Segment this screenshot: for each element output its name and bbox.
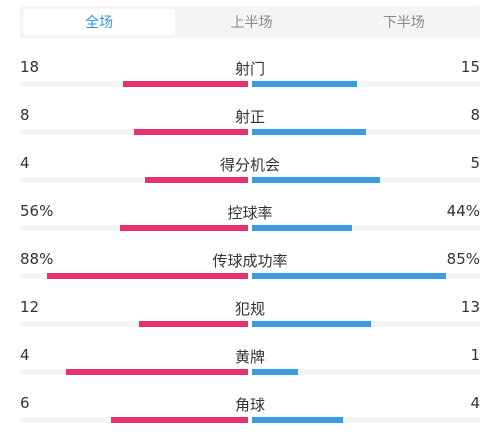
home-bar-track <box>20 225 248 231</box>
home-bar <box>134 129 248 135</box>
stat-row: 18 射门 15 <box>0 50 500 98</box>
away-value: 1 <box>470 346 480 364</box>
home-value: 8 <box>20 106 30 124</box>
stat-row: 88% 传球成功率 85% <box>0 242 500 290</box>
away-bar <box>252 369 298 375</box>
stat-label: 控球率 <box>227 204 273 222</box>
away-bar-track <box>252 177 480 183</box>
stat-row: 4 黄牌 1 <box>0 338 500 386</box>
away-value: 4 <box>470 394 480 412</box>
stats-list: 18 射门 15 8 射正 8 4 得分机会 5 56% 控球率 44% 88% 传球成功率 85% 12 犯规… <box>0 50 500 434</box>
stat-row: 12 犯规 13 <box>0 290 500 338</box>
stat-row: 4 得分机会 5 <box>0 146 500 194</box>
away-bar-track <box>252 225 480 231</box>
away-bar-track <box>252 129 480 135</box>
away-value: 15 <box>460 58 480 76</box>
away-bar-track <box>252 417 480 423</box>
home-bar-track <box>20 273 248 279</box>
away-bar-track <box>252 369 480 375</box>
stat-row: 6 角球 4 <box>0 386 500 434</box>
away-bar <box>252 321 371 327</box>
away-bar <box>252 177 380 183</box>
stat-label: 犯规 <box>234 300 265 318</box>
home-bar-track <box>20 417 248 423</box>
away-bar-track <box>252 81 480 87</box>
stat-row: 56% 控球率 44% <box>0 194 500 242</box>
stat-label: 得分机会 <box>219 156 280 174</box>
period-tabs: 全场 上半场 下半场 <box>20 6 480 38</box>
away-bar <box>252 81 357 87</box>
tab-second-half[interactable]: 下半场 <box>382 15 425 31</box>
away-bar-track <box>252 273 480 279</box>
home-value: 4 <box>20 346 30 364</box>
home-bar-track <box>20 129 248 135</box>
home-bar <box>65 369 248 375</box>
home-value: 18 <box>20 58 40 76</box>
home-value: 88% <box>20 250 54 268</box>
home-bar <box>145 177 248 183</box>
home-bar <box>138 321 248 327</box>
home-bar-track <box>20 369 248 375</box>
away-value: 13 <box>460 298 480 316</box>
away-value: 85% <box>446 250 480 268</box>
home-bar-track <box>20 321 248 327</box>
home-bar <box>120 225 248 231</box>
home-value: 6 <box>20 394 30 412</box>
home-bar <box>47 273 248 279</box>
away-value: 5 <box>470 154 480 172</box>
stat-label: 传球成功率 <box>212 252 288 270</box>
stat-label: 射正 <box>234 108 265 126</box>
stat-label: 射门 <box>234 60 265 78</box>
home-bar <box>122 81 248 87</box>
stat-label: 角球 <box>234 396 265 414</box>
away-bar <box>252 417 344 423</box>
home-bar-track <box>20 81 248 87</box>
stat-row: 8 射正 8 <box>0 98 500 146</box>
home-bar <box>111 417 248 423</box>
away-bar-track <box>252 321 480 327</box>
stat-label: 黄牌 <box>234 348 265 366</box>
away-bar <box>252 273 446 279</box>
home-value: 4 <box>20 154 30 172</box>
tab-first-half[interactable]: 上半场 <box>230 15 273 31</box>
home-value: 12 <box>20 298 40 316</box>
away-value: 8 <box>470 106 480 124</box>
away-bar <box>252 225 353 231</box>
away-value: 44% <box>446 202 480 220</box>
home-bar-track <box>20 177 248 183</box>
home-value: 56% <box>20 202 54 220</box>
away-bar <box>252 129 366 135</box>
tab-full-match[interactable]: 全场 <box>23 9 176 35</box>
